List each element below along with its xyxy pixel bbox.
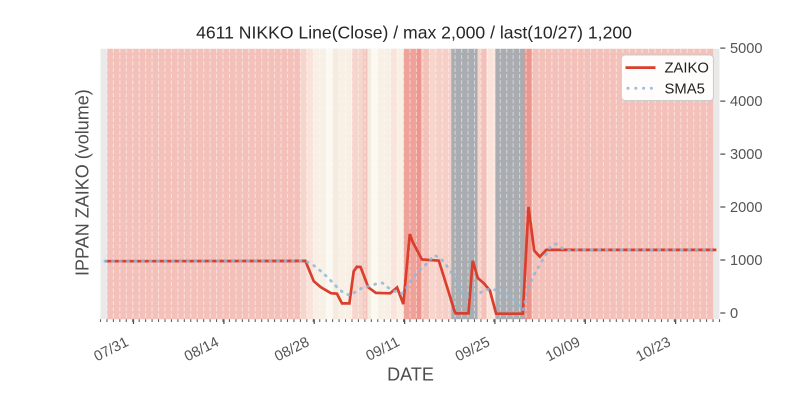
svg-text:3000: 3000 xyxy=(730,147,762,163)
svg-text:4000: 4000 xyxy=(730,94,762,110)
svg-text:1000: 1000 xyxy=(730,253,762,269)
svg-text:5000: 5000 xyxy=(730,41,762,57)
svg-text:4611 NIKKO Line(Close) / max 2: 4611 NIKKO Line(Close) / max 2,000 / las… xyxy=(196,22,632,42)
svg-text:DATE: DATE xyxy=(387,365,434,385)
svg-text:IPPAN ZAIKO (volume): IPPAN ZAIKO (volume) xyxy=(73,89,93,276)
svg-text:2000: 2000 xyxy=(730,200,762,216)
svg-text:ZAIKO: ZAIKO xyxy=(665,61,709,77)
svg-text:0: 0 xyxy=(730,306,738,322)
svg-text:SMA5: SMA5 xyxy=(665,82,705,98)
